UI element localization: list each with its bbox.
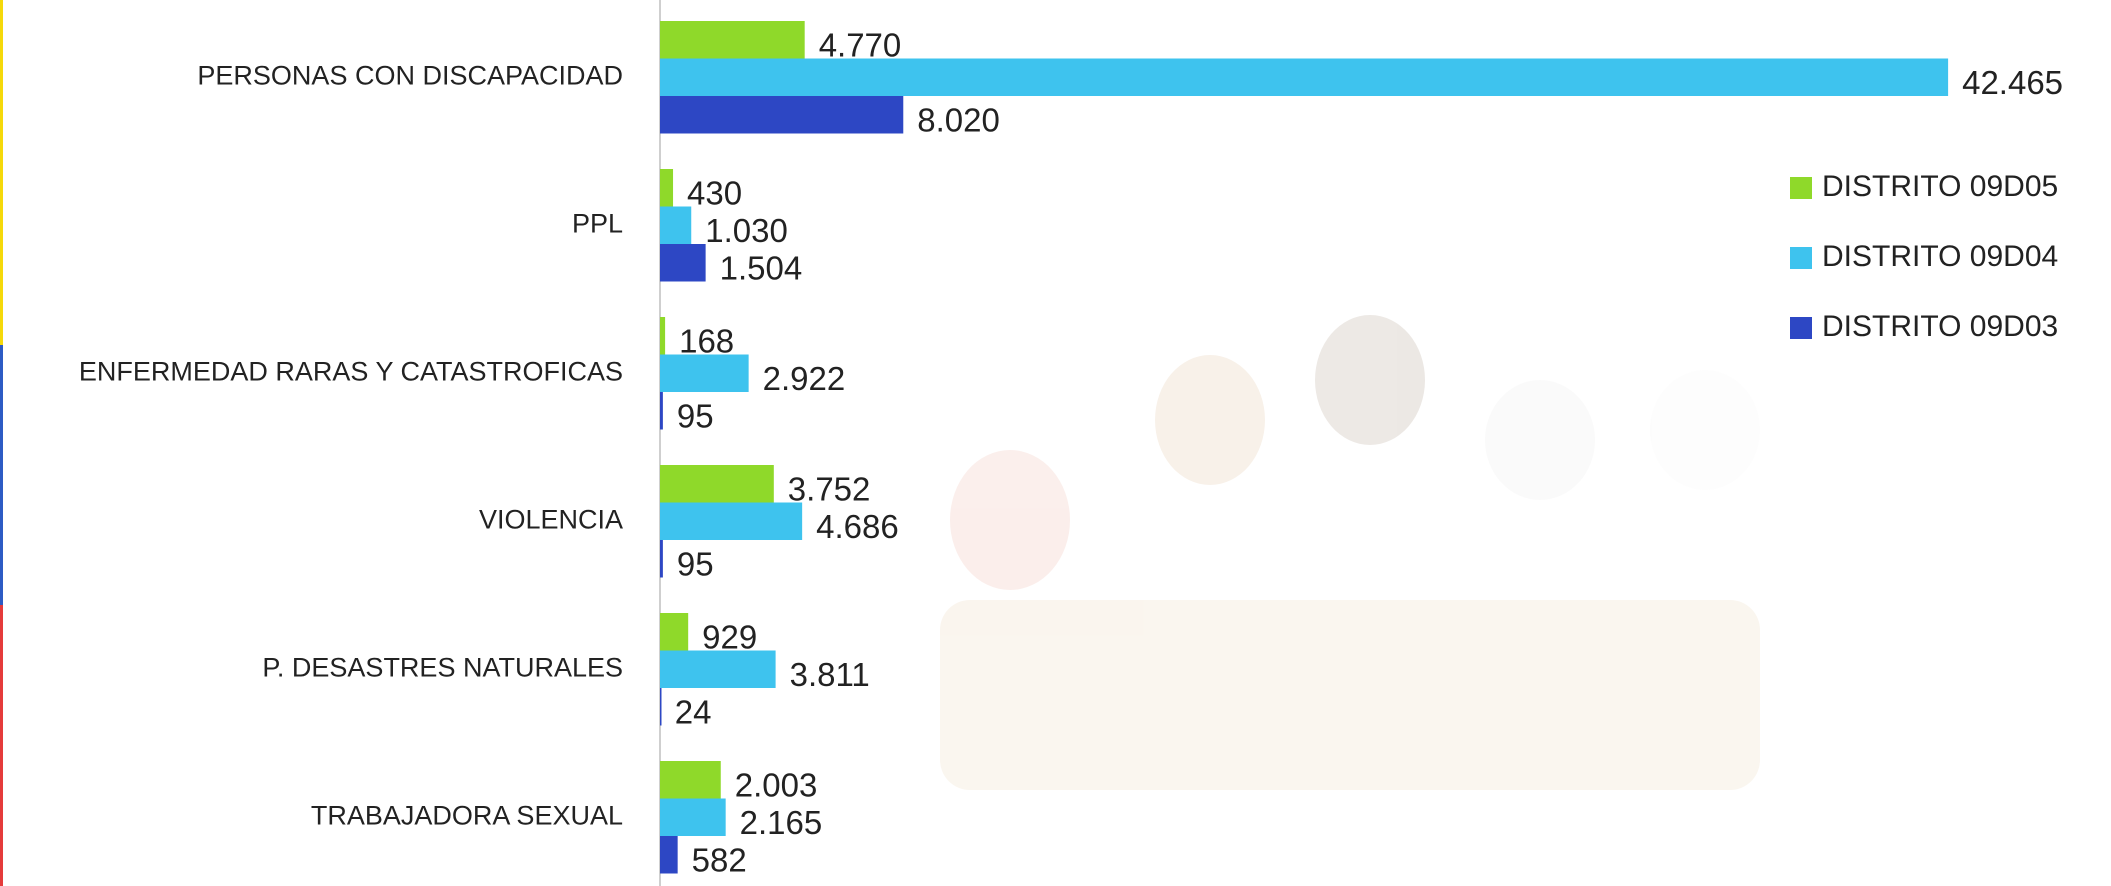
category-label: PPL <box>572 208 623 238</box>
bar <box>660 244 706 282</box>
value-label: 95 <box>677 398 714 435</box>
bar <box>660 392 663 430</box>
value-label: 3.811 <box>790 656 870 693</box>
legend-swatch <box>1790 177 1812 199</box>
bar <box>660 465 774 503</box>
value-label: 2.922 <box>763 360 846 397</box>
bar <box>660 206 692 244</box>
bar <box>660 502 803 540</box>
value-label: 4.686 <box>816 508 899 545</box>
value-label: 430 <box>687 175 742 212</box>
value-label: 929 <box>702 619 757 656</box>
value-label: 1.030 <box>705 212 788 249</box>
bar <box>660 317 666 355</box>
background-illustration <box>940 315 1760 790</box>
bar <box>660 96 904 134</box>
bar <box>660 798 726 836</box>
value-label: 2.165 <box>740 804 823 841</box>
category-label: P. DESASTRES NATURALES <box>262 652 623 682</box>
legend-label: DISTRITO 09D05 <box>1822 170 2058 203</box>
bar <box>660 761 721 799</box>
legend-label: DISTRITO 09D03 <box>1822 310 2058 343</box>
value-label: 3.752 <box>788 471 871 508</box>
value-label: 4.770 <box>819 27 902 64</box>
category-label: ENFERMEDAD RARAS Y CATASTROFICAS <box>79 356 623 386</box>
bar <box>660 836 678 874</box>
value-label: 8.020 <box>917 102 1000 139</box>
legend-swatch <box>1790 247 1812 269</box>
flag-strip-red <box>0 605 3 886</box>
value-label: 2.003 <box>735 767 818 804</box>
category-label: PERSONAS CON DISCAPACIDAD <box>197 60 623 90</box>
bar <box>660 354 749 392</box>
value-label: 582 <box>692 842 747 879</box>
bar <box>660 688 662 726</box>
bar <box>660 58 1949 96</box>
value-label: 1.504 <box>720 250 803 287</box>
flag-strip-yellow <box>0 0 3 345</box>
bar <box>660 21 805 59</box>
bar <box>660 540 663 578</box>
value-label: 95 <box>677 546 714 583</box>
flag-strip-blue <box>0 345 3 605</box>
value-label: 42.465 <box>1962 64 2063 101</box>
legend-label: DISTRITO 09D04 <box>1822 240 2058 273</box>
bar <box>660 613 689 651</box>
category-label: VIOLENCIA <box>479 504 623 534</box>
bar <box>660 169 674 207</box>
category-label: TRABAJADORA SEXUAL <box>311 800 623 830</box>
bar <box>660 650 776 688</box>
value-label: 168 <box>679 323 734 360</box>
legend-swatch <box>1790 317 1812 339</box>
value-label: 24 <box>675 694 712 731</box>
